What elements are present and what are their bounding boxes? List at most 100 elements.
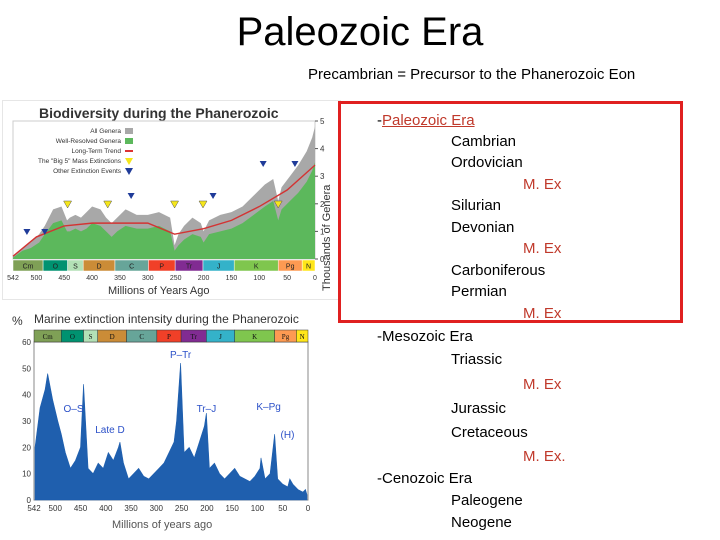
series-well-resolved-area (13, 162, 315, 259)
other-extinction-marker (127, 193, 135, 199)
y-tick-label: 30 (22, 417, 31, 426)
biodiversity-xlabel: Millions of Years Ago (108, 285, 210, 297)
period-label-Pg: Pg (282, 333, 290, 341)
mass-extinction-cretaceous: M. Ex. (523, 448, 566, 465)
biodiversity-figure: Biodiversity during the Phanerozoic 0 1 2 3… (2, 100, 341, 300)
period-label-J: J (217, 264, 221, 271)
x-tick-label: 200 (200, 504, 214, 513)
x-tick-label: 50 (283, 275, 291, 282)
legend-other: Other Extinction Events (53, 168, 121, 175)
other-extinction-marker (259, 161, 267, 167)
period-cambrian: Cambrian (451, 133, 517, 150)
x-tick-label: 200 (198, 275, 210, 282)
x-tick-label: 250 (170, 275, 182, 282)
annotation-label: K–Pg (256, 402, 280, 413)
biodiversity-ylabel: Thousands of Genera (321, 184, 333, 291)
x-tick-label: 450 (74, 504, 88, 513)
extinction-chart: Cm O S D C P Tr J K Pg N 0 10 20 30 40 50 60 P–Tr O–S Tr–J K–… (22, 329, 310, 513)
big5-extinction-marker (170, 200, 180, 209)
paleozoic-heading: -Paleozoic Era (377, 110, 475, 132)
period-label-P: P (159, 264, 164, 271)
slide-title: Paleozoic Era (236, 10, 484, 54)
x-tick-label: 542 (27, 504, 41, 513)
other-extinction-marker (41, 229, 49, 235)
annotation-label: Late D (95, 425, 124, 436)
period-band-N (301, 259, 316, 272)
x-tick-label: 0 (313, 275, 317, 282)
big5-extinction-marker (103, 200, 113, 209)
period-label-C: C (129, 264, 134, 271)
paleozoic-label: Paleozoic Era (382, 112, 475, 129)
period-label-N: N (306, 264, 311, 271)
extinction-yunit: % (12, 314, 23, 328)
extinction-title: Marine extinction intensity during the P… (34, 312, 299, 326)
legend-swatch-resolved (125, 138, 133, 145)
period-paleogene: Paleogene (451, 492, 523, 509)
x-tick-label: 250 (175, 504, 189, 513)
period-label-Tr: Tr (186, 264, 193, 271)
period-label-D: D (97, 264, 102, 271)
y-tick-label: 1 (320, 227, 325, 236)
period-carboniferous: Carboniferous (451, 262, 546, 279)
y-tick-label: 0 (27, 496, 32, 505)
y-tick-label: 4 (320, 145, 325, 154)
mass-extinction-permian: M. Ex (523, 305, 562, 322)
x-tick-label: 150 (225, 504, 239, 513)
x-tick-label: 500 (49, 504, 63, 513)
mass-extinction-devonian: M. Ex (523, 240, 562, 257)
y-tick-label: 10 (22, 470, 31, 479)
x-tick-label: 300 (142, 275, 154, 282)
paleozoic-highlight-box (338, 101, 683, 323)
period-band-N (296, 329, 309, 343)
period-label-S: S (73, 264, 78, 271)
legend-swatch-all (125, 128, 133, 135)
period-label-D: D (110, 333, 115, 341)
y-tick-label: 3 (320, 172, 325, 181)
period-label-Pg: Pg (286, 264, 295, 271)
y-tick-label: 40 (22, 391, 31, 400)
other-extinction-marker (209, 193, 217, 199)
period-silurian: Silurian (451, 197, 502, 214)
y-tick-label: 2 (320, 200, 325, 209)
mass-extinction-ordovician: M. Ex (523, 176, 562, 193)
period-label-N: N (300, 333, 305, 341)
period-devonian: Devonian (451, 219, 515, 236)
period-permian: Permian (451, 283, 507, 300)
period-label-Cm: Cm (23, 264, 34, 271)
period-label-C: C (139, 333, 144, 341)
big5-extinction-marker (63, 200, 73, 209)
annotation-label: O–S (64, 404, 84, 415)
period-label-O: O (70, 333, 75, 341)
extinction-xlabel: Millions of years ago (112, 519, 213, 531)
mesozoic-heading: -Mesozoic Era (377, 328, 473, 345)
big5-extinction-marker (198, 200, 208, 209)
extinction-figure: % Marine extinction intensity during the… (12, 312, 310, 534)
x-tick-label: 350 (124, 504, 138, 513)
legend-all-genera: All Genera (90, 128, 121, 135)
y-tick-label: 0 (320, 255, 325, 264)
y-tick-label: 5 (320, 117, 325, 126)
biodiversity-title: Biodiversity during the Phanerozoic (39, 105, 279, 121)
x-tick-label: 150 (226, 275, 238, 282)
annotation-label: (H) (281, 430, 295, 441)
paleozoic-dash: - (377, 112, 382, 129)
x-tick-label: 400 (86, 275, 98, 282)
x-tick-label: 50 (278, 504, 287, 513)
y-tick-label: 20 (22, 443, 31, 452)
cenozoic-heading: -Cenozoic Era (377, 470, 473, 487)
x-tick-label: 350 (114, 275, 126, 282)
biodiversity-legend: All Genera Well-Resolved Genera Long-Ter… (33, 127, 133, 177)
x-tick-label: 100 (251, 504, 265, 513)
x-tick-label: 400 (99, 504, 113, 513)
period-label-J: J (219, 333, 222, 341)
legend-trend: Long-Term Trend (71, 148, 122, 155)
x-tick-label: 0 (306, 504, 310, 513)
x-tick-label: 100 (253, 275, 265, 282)
legend-other-triangle-icon (125, 167, 133, 175)
period-label-Tr: Tr (191, 333, 198, 341)
series-trend-line (12, 164, 316, 257)
period-label-K: K (254, 264, 259, 271)
period-neogene: Neogene (451, 514, 512, 531)
legend-big5-triangle-icon (125, 157, 133, 165)
legend-well-resolved: Well-Resolved Genera (55, 138, 121, 145)
